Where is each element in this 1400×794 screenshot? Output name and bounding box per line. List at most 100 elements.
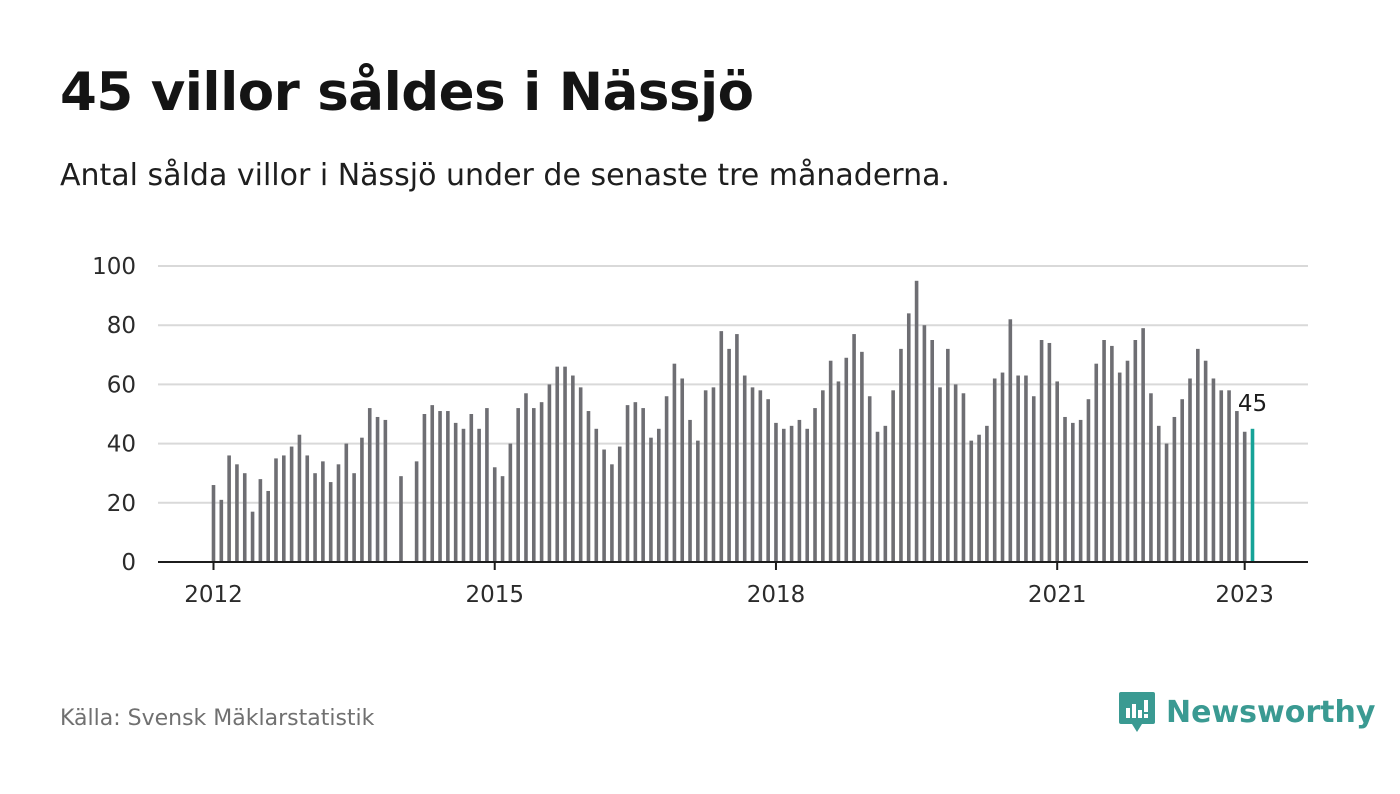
bar: [1008, 319, 1013, 562]
bar: [516, 408, 520, 562]
bar: [1024, 375, 1028, 562]
bar: [875, 431, 880, 562]
y-tick-label: 100: [92, 254, 136, 280]
bar: [1016, 375, 1020, 562]
bar: [446, 411, 450, 562]
bar: [985, 425, 989, 562]
bar: [1235, 411, 1239, 562]
bar: [485, 408, 489, 562]
bar: [1125, 360, 1130, 562]
bar: [1071, 422, 1075, 562]
bar: [735, 334, 739, 562]
bar: [719, 331, 724, 562]
bar: [696, 440, 700, 562]
last-value-label: 45: [1238, 391, 1267, 417]
bar: [766, 399, 770, 562]
bar: [297, 434, 302, 562]
bar: [1063, 416, 1067, 562]
bar: [578, 387, 583, 562]
bar-highlight: [1250, 428, 1255, 562]
bar: [641, 408, 645, 562]
bar: [274, 458, 278, 562]
bar: [781, 428, 786, 562]
bar: [922, 325, 927, 562]
bar: [235, 464, 239, 562]
bar: [742, 375, 747, 562]
y-tick-label: 0: [121, 550, 136, 576]
bar: [758, 390, 763, 562]
x-tick-label: 2012: [184, 582, 243, 608]
bar: [477, 428, 481, 562]
x-axis-ticks: 2012 2015 2018 2021 2023: [184, 562, 1274, 608]
bar: [828, 360, 833, 562]
bar: [703, 390, 708, 562]
bar: [1117, 372, 1122, 562]
bar: [836, 381, 841, 562]
bar: [992, 378, 997, 562]
bar: [906, 313, 911, 562]
bar: [727, 348, 731, 562]
bar: [399, 476, 403, 562]
bar: [649, 437, 653, 562]
bar: [1102, 340, 1106, 562]
bar: [1047, 342, 1052, 562]
bar: [821, 390, 825, 562]
bar: [1172, 416, 1177, 562]
bar: [313, 473, 317, 562]
bar: [1242, 431, 1247, 562]
bar: [219, 499, 224, 562]
bar: [469, 414, 474, 562]
bar: [867, 396, 872, 562]
bar: [563, 366, 567, 562]
bar: [844, 357, 849, 562]
bar: [610, 464, 614, 562]
bar: [977, 434, 981, 562]
bar: [1000, 372, 1005, 562]
x-tick-label: 2015: [465, 582, 524, 608]
bar: [914, 280, 919, 562]
chart-subtitle: Antal sålda villor i Nässjö under de sen…: [60, 158, 951, 193]
bar: [344, 443, 349, 562]
bar: [242, 473, 247, 562]
bar: [422, 414, 427, 562]
bar: [1055, 381, 1059, 562]
bar: [711, 387, 716, 562]
bar: [211, 485, 216, 562]
bar-chart: 0 20 40 60 80 100 2012 2015 2018 2021 2023 45: [92, 254, 1308, 608]
bar: [1078, 419, 1083, 562]
bar: [1211, 378, 1216, 562]
bar: [625, 405, 630, 562]
bar: [930, 340, 935, 562]
bar: [289, 446, 294, 562]
x-tick-label: 2023: [1215, 582, 1274, 608]
y-tick-label: 80: [107, 313, 136, 339]
bar: [321, 461, 325, 562]
bar: [961, 393, 966, 562]
bar: [305, 455, 310, 562]
bar: [656, 428, 661, 562]
bar: [594, 428, 599, 562]
y-tick-label: 60: [107, 372, 136, 398]
bar: [375, 416, 380, 562]
bar: [1110, 345, 1114, 562]
bar: [1156, 425, 1161, 562]
bar: [664, 396, 669, 562]
bar: [789, 425, 794, 562]
bar: [414, 461, 419, 562]
bar: [508, 443, 513, 562]
bar: [500, 476, 505, 562]
bar: [1031, 396, 1036, 562]
bar: [860, 351, 864, 562]
bar: [1180, 399, 1184, 562]
bar: [938, 387, 942, 562]
annotations: 45: [1238, 391, 1267, 417]
brand-logo[interactable]: Newsworthy: [1118, 690, 1375, 734]
bar: [258, 479, 263, 562]
bar: [1188, 378, 1192, 562]
bar: [227, 455, 231, 562]
bar: [797, 419, 802, 562]
bar: [805, 428, 810, 562]
bar: [672, 363, 677, 562]
bar: [492, 467, 497, 562]
bar: [453, 422, 458, 562]
